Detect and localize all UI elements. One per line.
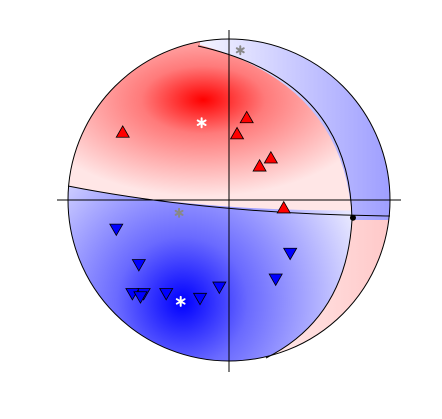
dilatational-point (282, 247, 298, 261)
null-axis-dot (349, 214, 356, 221)
dilatational-point (212, 281, 227, 295)
t-axis-star (175, 295, 186, 307)
compressional-point (263, 150, 279, 164)
dilatational-point (268, 273, 283, 287)
compressional-point (276, 200, 291, 214)
dilatational-point (192, 292, 208, 306)
p-axis-star (196, 117, 207, 129)
compressional-point (115, 125, 130, 138)
dilatational-point (109, 223, 124, 237)
pole-star (235, 45, 245, 56)
dilatational-point (159, 288, 174, 301)
data-marks (109, 45, 356, 307)
nodal-plane-2 (197, 45, 353, 359)
nodal-plane-1 (67, 185, 391, 217)
compressional-point (252, 158, 267, 172)
compressional-point (239, 110, 254, 124)
dilatational-point (133, 291, 148, 304)
dilatational-point (131, 259, 147, 272)
pole-star (174, 207, 184, 218)
compressional-point (229, 126, 245, 140)
